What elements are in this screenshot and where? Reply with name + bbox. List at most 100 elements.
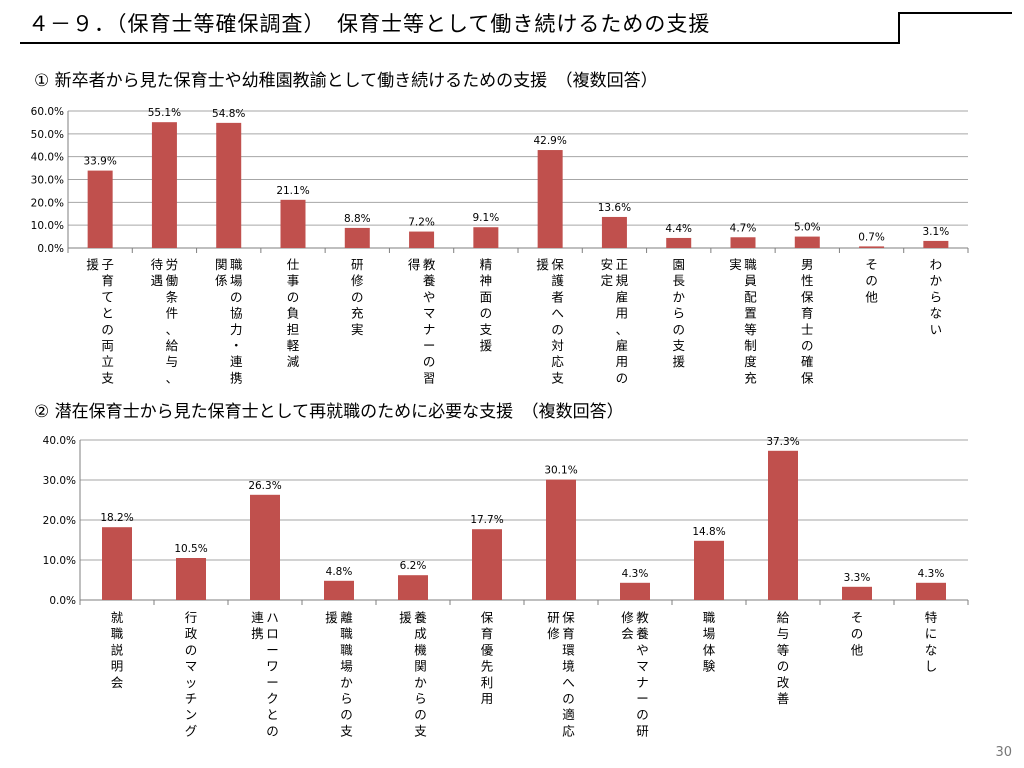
chart1-category-char: 実 [729,257,742,272]
chart1-category-char: 長 [672,273,685,288]
chart1-category-char: 正 [616,257,629,272]
chart1-category-char: 遇 [151,273,164,288]
chart1-data-label: 9.1% [473,212,500,224]
chart1-category-char: の [551,322,564,337]
chart1-category-char: ・ [230,338,243,353]
chart1-category-char: 件 [166,306,179,321]
chart1-category-char: 雇 [616,289,629,304]
chart2-data-label: 30.1% [544,465,577,477]
chart1-category-char: 精 [480,257,493,272]
chart1-data-label: 0.7% [858,231,885,243]
chart1-category-char: の [672,322,685,337]
chart1-data-label: 8.8% [344,213,371,225]
chart2-category-char: 明 [111,659,124,674]
chart1-ytick-label: 20.0% [31,197,64,209]
chart2-data-label: 37.3% [766,436,799,448]
chart1-category-char: 待 [151,257,164,272]
chart1-category-char: 応 [551,354,564,369]
chart1-category-char: 支 [551,370,564,385]
chart1-category-char: 園 [672,257,685,272]
chart2-category-char: に [925,626,938,641]
chart2-data-label: 14.8% [692,526,725,538]
chart1-category-char: 確 [801,354,814,369]
title-corner-decoration-top [898,12,1012,14]
chart1-data-label: 13.6% [598,202,631,214]
chart1-bar [537,150,563,248]
chart1-category-char: ら [930,289,943,304]
chart2-category-char: 用 [481,691,494,706]
chart1-category-char: 両 [101,338,114,353]
chart1-category-char: 育 [101,273,114,288]
chart2-category-char: ン [185,707,198,722]
chart1-category-char: 、 [166,322,179,337]
chart2-category-char: 体 [703,642,716,657]
chart1-category-char: 男 [801,257,814,272]
chart2-category-char: チ [185,691,198,706]
chart1-category-char: 安 [601,257,614,272]
chart1-category-char: の [865,273,878,288]
chart1-category-char: 充 [744,370,757,385]
chart2-category-char: 支 [340,723,353,738]
chart1-bar [859,246,885,248]
chart2-category-char: 場 [340,659,353,674]
chart2-ytick-label: 10.0% [43,555,76,567]
chart1-bar [151,122,177,248]
chart1-data-label: 3.1% [923,226,950,238]
chart2-category-char: 教 [636,610,649,625]
chart1-data-label: 7.2% [408,217,435,229]
chart1-bar [473,227,499,248]
chart1-category-char: 労 [166,257,179,272]
chart1-category-char: 連 [230,354,243,369]
chart2-bar [546,479,576,600]
chart1-category-char: 立 [101,354,114,369]
chart1-data-label: 55.1% [148,107,181,119]
chart2-category-char: 政 [185,626,198,641]
chart2-category-char: ー [266,642,279,657]
chart1-category-char: マ [423,306,436,321]
chart1-category-char: 置 [744,306,757,321]
chart1-category-char: か [930,273,943,288]
chart2-category-char: 改 [777,675,790,690]
chart1-bar [344,227,370,248]
chart1-category-char: 実 [351,322,364,337]
chart2-category-char: ハ [266,610,279,625]
chart1-ytick-label: 50.0% [31,129,64,141]
chart1-data-label: 54.8% [212,108,245,120]
chart1-data-label: 5.0% [794,222,821,234]
chart1-category-char: 場 [230,273,243,288]
chart2-bar [176,558,206,600]
chart1-ytick-label: 10.0% [31,220,64,232]
chart2-category-char: そ [851,610,864,625]
chart1-category-char: 面 [480,289,493,304]
chart1-category-char: 、 [166,370,179,385]
chart2-category-char: ら [414,691,427,706]
chart2-category-char: 携 [251,626,264,641]
chart1-bar [601,216,627,248]
chart1-category-char: 習 [423,370,436,385]
chart2-category-char: 特 [925,610,938,625]
chart1-category-char: 他 [865,289,878,304]
chart2-category-char: ナ [636,675,649,690]
chart2-bar [102,527,132,600]
chart1-category-char: て [101,289,114,304]
chart2-category-char: 育 [562,626,575,641]
chart1-ytick-label: 0.0% [37,243,64,255]
chart1-category-char: ナ [423,322,436,337]
chart2-category-char: 職 [340,626,353,641]
chart1-category-char: わ [930,257,943,272]
chart1-category-char: 支 [480,322,493,337]
chart2-data-label: 4.3% [622,568,649,580]
